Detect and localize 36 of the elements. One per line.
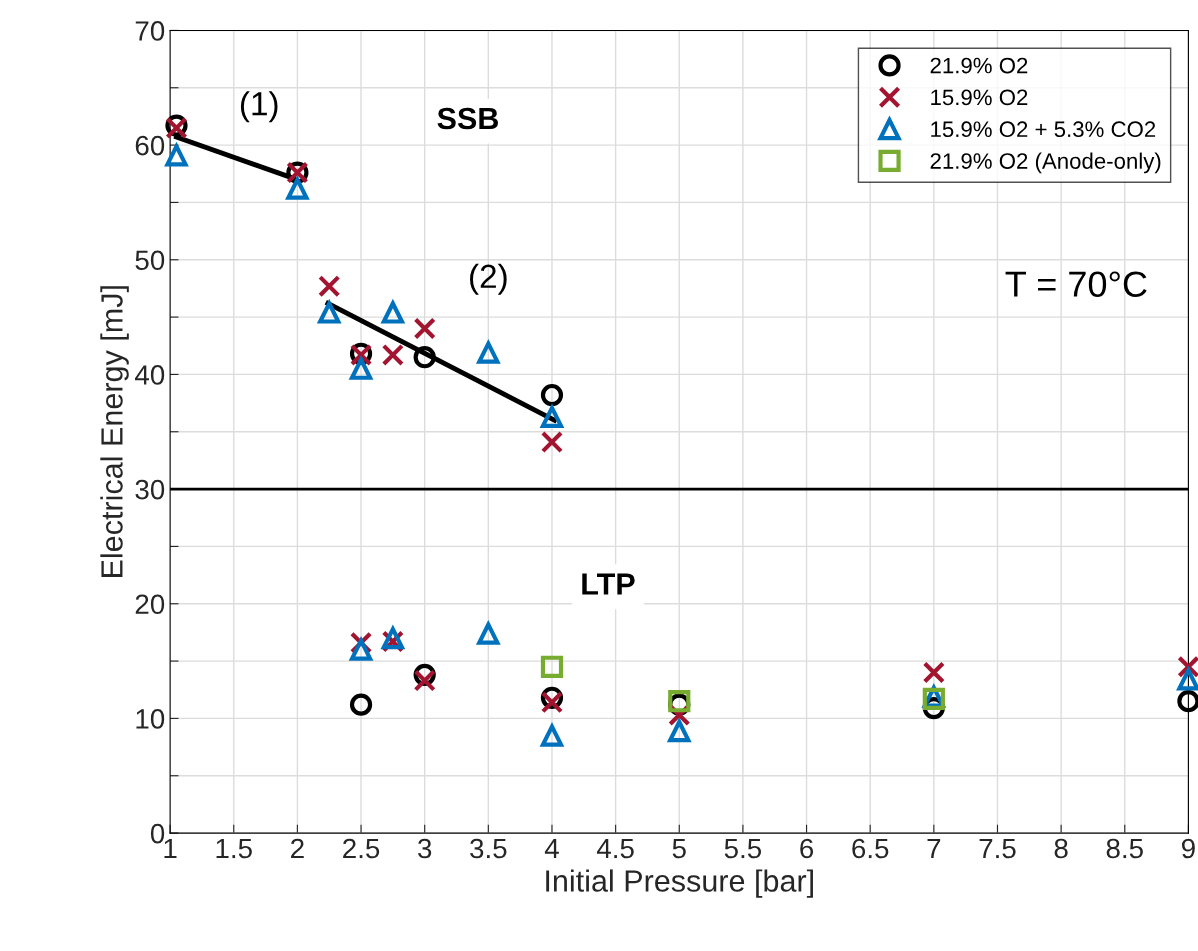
x-tick-label: 3.5 <box>470 838 507 859</box>
x-tick-label: 2.5 <box>343 838 380 859</box>
x-tick-label: 7.5 <box>979 838 1016 859</box>
y-axis-title: Electrical Energy [mJ] <box>100 286 129 577</box>
x-tick-label: 4.5 <box>596 838 634 859</box>
annotation: LTP <box>582 573 635 595</box>
y-tick-label: 50 <box>135 250 165 271</box>
x-tick-label: 6 <box>800 838 814 859</box>
x-tick-label: 5.5 <box>724 838 762 859</box>
y-tick-label: 30 <box>135 479 165 500</box>
x-tick-label: 9 <box>1181 838 1195 859</box>
x-tick-label: 7 <box>927 838 941 859</box>
legend-label: 15.9% O2 <box>931 89 1028 106</box>
y-tick-label: 0 <box>150 823 165 844</box>
x-tick-label: 1 <box>164 838 177 859</box>
y-tick-label: 60 <box>135 135 165 156</box>
x-tick-label: 5 <box>672 838 686 859</box>
legend-label: 21.9% O2 (Anode-only) <box>930 152 1161 174</box>
x-tick-label: 2 <box>291 838 304 859</box>
y-tick-label: 10 <box>136 709 165 729</box>
annotation: SSB <box>437 107 498 130</box>
y-tick-label: 70 <box>135 21 165 41</box>
annotation: T = 70°C <box>1005 271 1147 297</box>
annotation: (2) <box>470 263 507 295</box>
x-tick-label: 3 <box>418 838 432 859</box>
y-tick-label: 40 <box>135 365 165 385</box>
x-tick-label: 6.5 <box>852 838 889 859</box>
x-axis-title: Initial Pressure [bar] <box>546 869 813 898</box>
x-tick-label: 4 <box>544 838 559 859</box>
x-tick-label: 8.5 <box>1106 838 1143 859</box>
legend-label: 21.9% O2 <box>930 57 1028 74</box>
x-tick-label: 1.5 <box>216 838 252 859</box>
y-tick-label: 20 <box>135 594 165 615</box>
legend-label: 15.9% O2 + 5.3% CO2 <box>931 121 1156 138</box>
x-tick-label: 8 <box>1054 838 1068 859</box>
annotation: (1) <box>240 91 278 123</box>
